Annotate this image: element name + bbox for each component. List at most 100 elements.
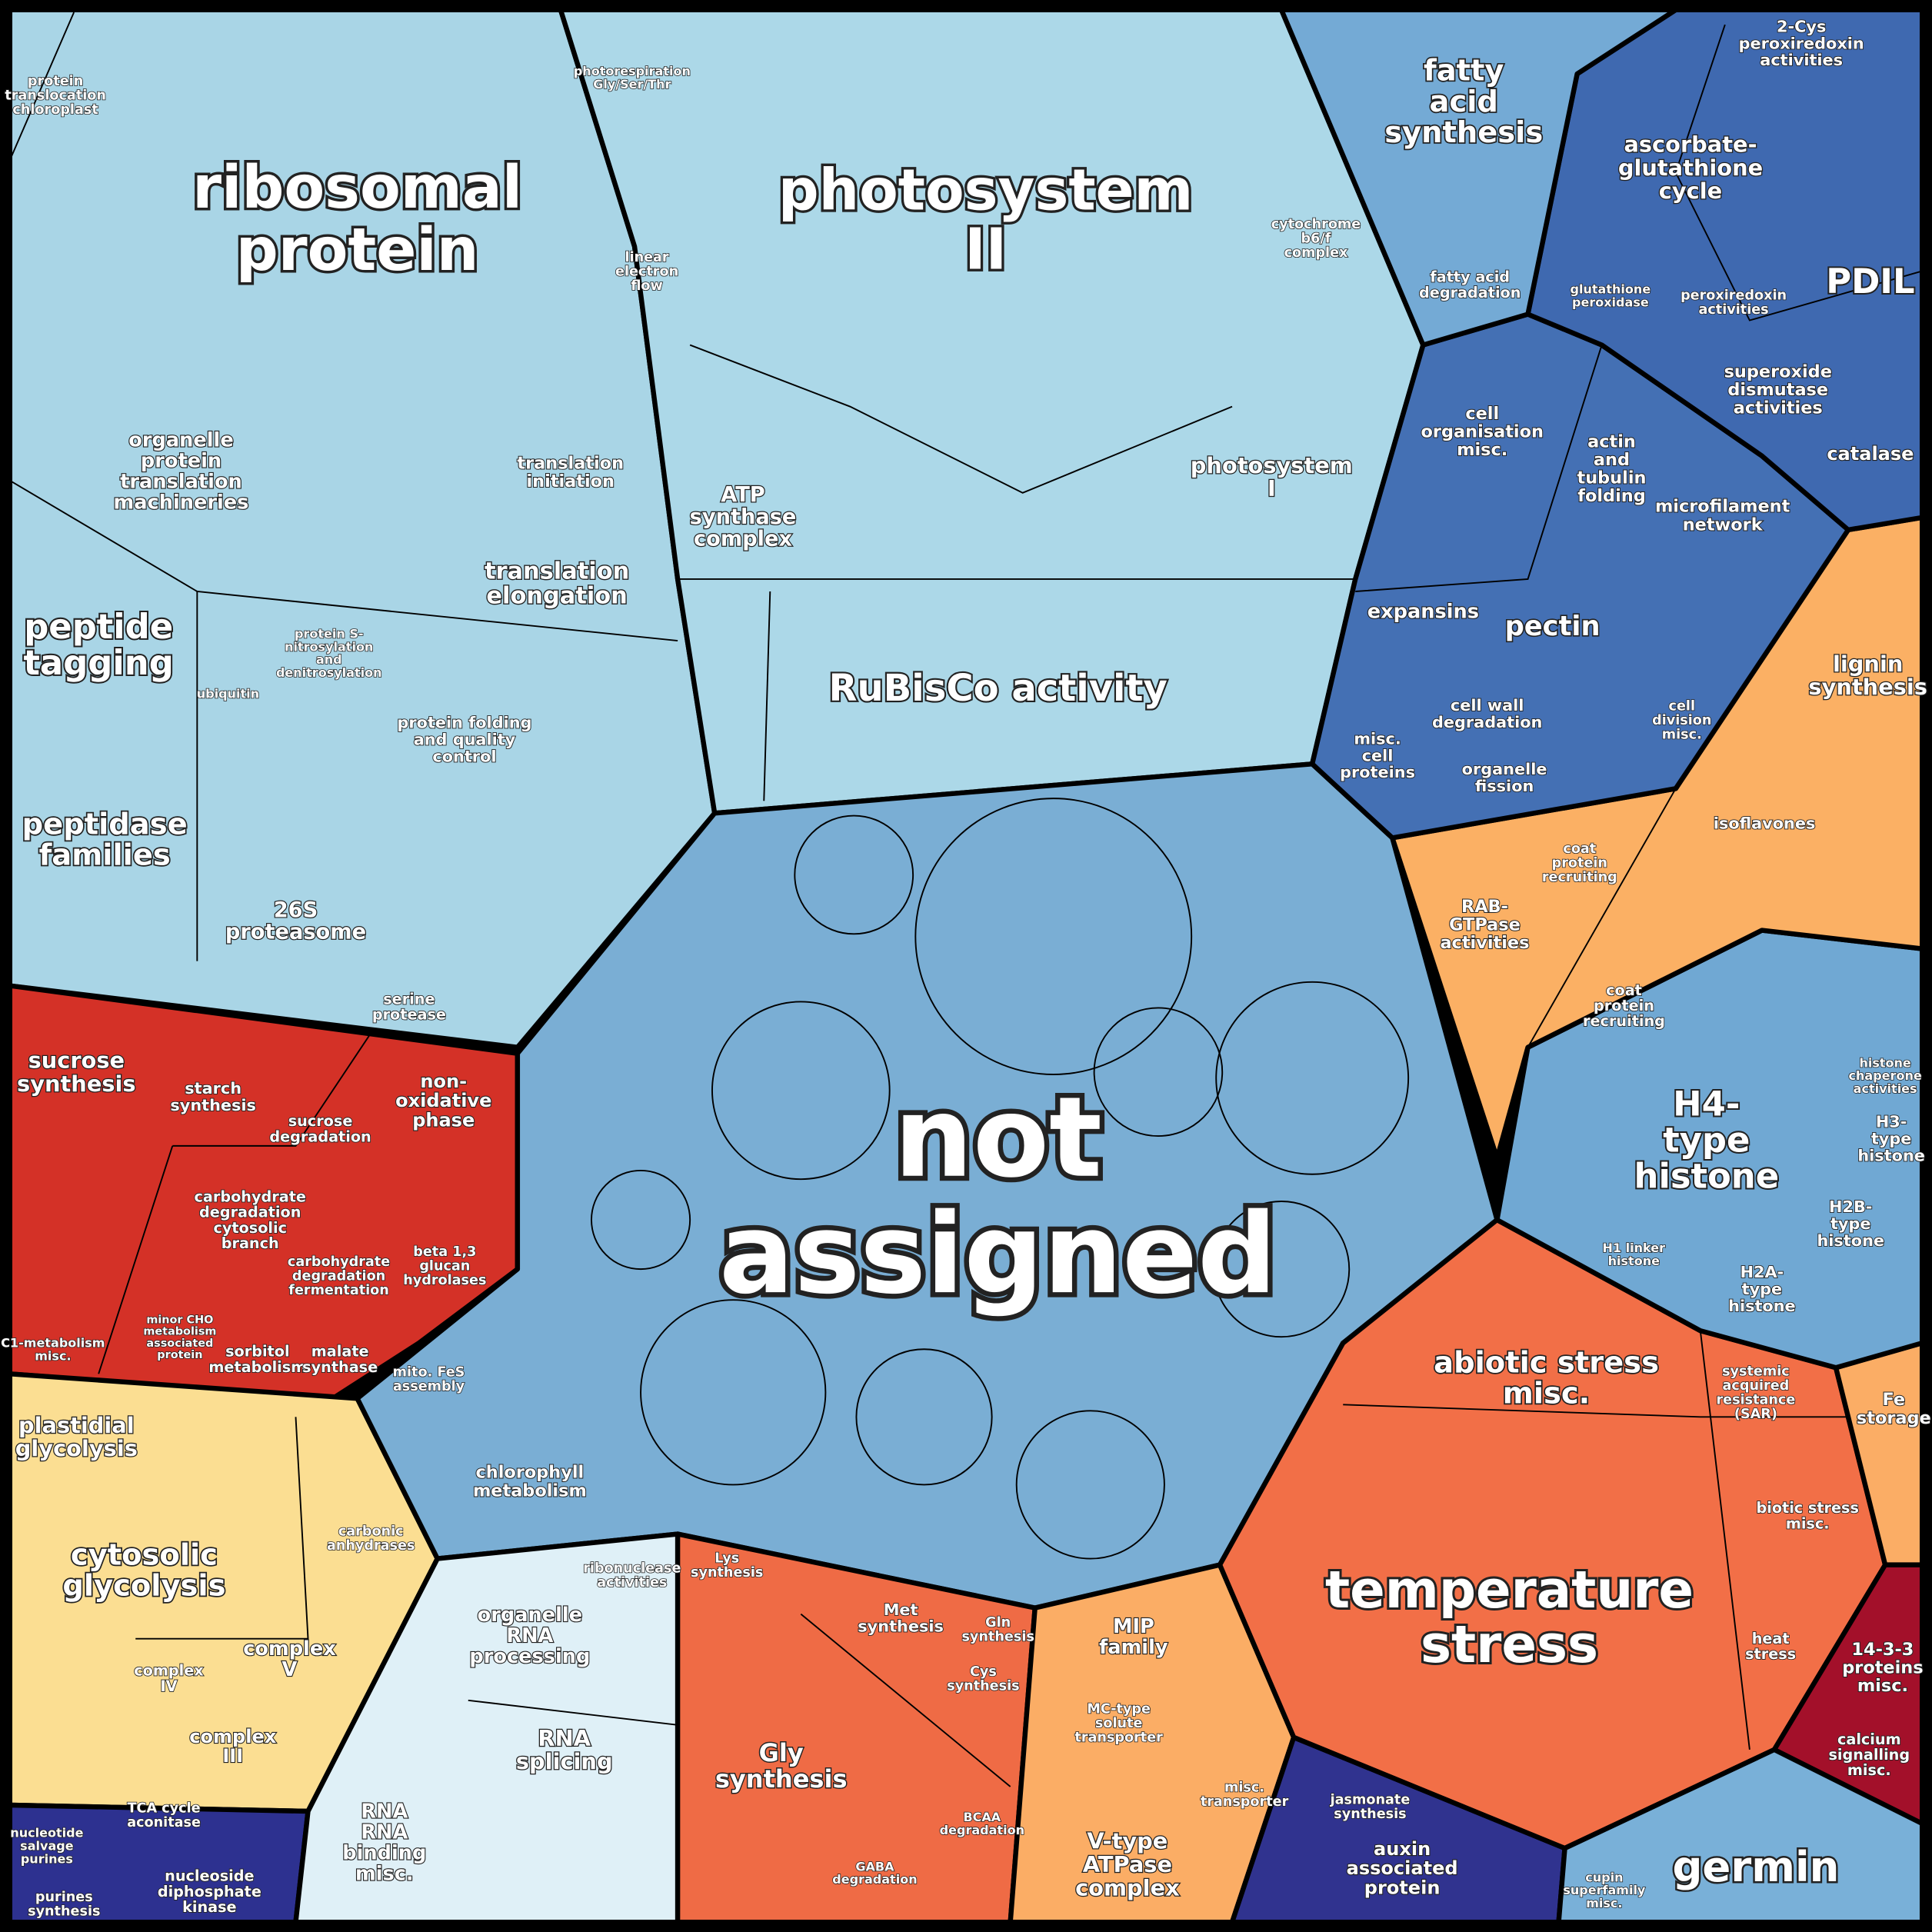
label-line: microfilament: [1655, 497, 1790, 517]
label-line: resistance: [1716, 1393, 1795, 1408]
label-line: RNA: [361, 1800, 408, 1824]
label-line: synthesis: [1334, 1807, 1406, 1822]
cell-label: C1-metabolism misc.: [1, 1335, 105, 1363]
label-line: histone: [1634, 1156, 1780, 1197]
label-line: organelle: [478, 1604, 582, 1627]
cell-label: fatty acid synthesis: [1384, 53, 1543, 150]
label-line: cell: [1465, 404, 1499, 424]
cell-label: temperature stress: [1325, 1560, 1694, 1674]
label-line: protein: [236, 216, 479, 285]
cell-circle: [1093, 1007, 1224, 1138]
cell-label: cell wall degradation: [1432, 696, 1542, 731]
label-line: MIP: [1113, 1615, 1154, 1638]
label-line: initiation: [526, 471, 615, 491]
label-line: peroxiredoxin: [1681, 288, 1787, 303]
cell-label: peptidase families: [22, 807, 188, 872]
label-line: metabolism: [143, 1326, 216, 1338]
regions: [7, 7, 1925, 1925]
label-line: protease: [372, 1006, 446, 1024]
label-line: complex: [243, 1637, 336, 1661]
label-line: protein: [157, 1349, 202, 1361]
label-line: recruiting: [1542, 870, 1617, 885]
region-germin: [1556, 1747, 1925, 1925]
label-line: tagging: [24, 642, 174, 683]
label-line: and quality: [414, 731, 516, 749]
cell-label: ascorbate-glutathione cycle: [1618, 132, 1763, 205]
label-line: complex: [189, 1726, 276, 1747]
label-line: ubiquitin: [197, 687, 259, 701]
label-line: histone: [1857, 1146, 1925, 1164]
cell-edge: [689, 344, 1233, 494]
label-line: elongation: [486, 582, 627, 609]
cell-label: misc. transporter: [1201, 1780, 1289, 1810]
cell-edge: [1674, 24, 1923, 321]
label-line: cytosolic: [71, 1537, 218, 1572]
label-line: associated: [1347, 1857, 1458, 1879]
label-line: H3-: [1876, 1113, 1907, 1131]
label-line: ribonuclease: [583, 1561, 681, 1576]
label-line: glutathione: [1571, 282, 1651, 297]
label-line: type: [1871, 1130, 1912, 1148]
label-line: synthesis: [1808, 674, 1927, 700]
label-line: histone: [1859, 1055, 1910, 1070]
label-line: starch: [185, 1079, 242, 1098]
cell-label: protein S-nitrosylation and denitrosylatio…: [276, 626, 382, 679]
cell-label: malate synthase: [302, 1343, 378, 1376]
label-line: degradation: [269, 1128, 371, 1145]
label-line: photorespiration: [574, 64, 691, 78]
label-line: ribosomal: [192, 154, 522, 222]
label-line: degradation: [292, 1268, 385, 1284]
cell-label: RNA splicing: [516, 1725, 613, 1774]
label-line: expansins: [1367, 601, 1479, 624]
cell-label: MIP family: [1099, 1615, 1168, 1659]
label-line: cytochrome: [1271, 217, 1361, 232]
label-line: RNA: [538, 1725, 591, 1751]
cell-label: Cys synthesis: [947, 1664, 1019, 1694]
label-line: proteasome: [225, 921, 366, 944]
label-line: synthesis: [1384, 115, 1543, 150]
cell-label: nucleoside diphosphate kinase: [158, 1867, 261, 1916]
label-line: peroxiredoxin: [1739, 34, 1864, 52]
label-line: synthesis: [170, 1096, 256, 1114]
label-line: not: [894, 1074, 1102, 1203]
label-line: biotic stress: [1756, 1499, 1858, 1517]
cell-label: 2-Cys peroxiredoxin activities: [1739, 17, 1864, 69]
label-line: assembly: [393, 1379, 465, 1394]
label-line: branch: [222, 1234, 279, 1252]
cell-label: biotic stress misc.: [1756, 1499, 1858, 1532]
subcells: [8, 12, 1923, 1787]
cell-label: serine protease: [372, 991, 446, 1024]
label-line: anhydrases: [327, 1538, 415, 1554]
label-line: glutathione: [1618, 155, 1763, 181]
cell-label: RNA RNA binding misc.: [342, 1800, 426, 1886]
cell-label: auxin associated protein: [1347, 1838, 1458, 1898]
label-line: coat: [1563, 841, 1596, 857]
cell-label: H3-type histone: [1857, 1113, 1925, 1165]
label-line: misc.: [1503, 1377, 1591, 1411]
label-line: C1-metabolism: [1, 1335, 105, 1350]
cell-circle: [1215, 981, 1410, 1175]
label-line: salvage: [20, 1838, 74, 1853]
label-line: sorbitol: [225, 1343, 289, 1361]
label-line: histone: [1728, 1297, 1796, 1315]
label-line: fermentation: [288, 1283, 389, 1298]
label-line: degradation: [832, 1872, 917, 1887]
cell-label: photorespiration Gly/Ser/Thr: [574, 64, 691, 92]
label-line: carbonic: [338, 1524, 404, 1539]
label-line: synthesis: [715, 1764, 848, 1794]
label-line: pectin: [1505, 611, 1601, 642]
label-line: storage: [1857, 1408, 1931, 1428]
label-line: metabolism: [208, 1358, 306, 1376]
label-line: carbohydrate: [194, 1188, 305, 1205]
label-line: metabolism: [473, 1481, 587, 1501]
label-line: germin: [1672, 1842, 1839, 1891]
label-line: 26S: [274, 898, 318, 922]
label-line: misc.: [35, 1348, 71, 1363]
label-line: proteins: [1842, 1657, 1923, 1677]
cell-label: peroxiredoxin activities: [1681, 288, 1787, 318]
cell-label: Fe storage: [1857, 1390, 1931, 1428]
cell-label: sorbitol metabolism: [208, 1343, 306, 1376]
label-line: temperature: [1325, 1560, 1694, 1620]
label-line: recruiting: [1583, 1012, 1665, 1030]
label-line: TCA cycle: [128, 1801, 201, 1817]
